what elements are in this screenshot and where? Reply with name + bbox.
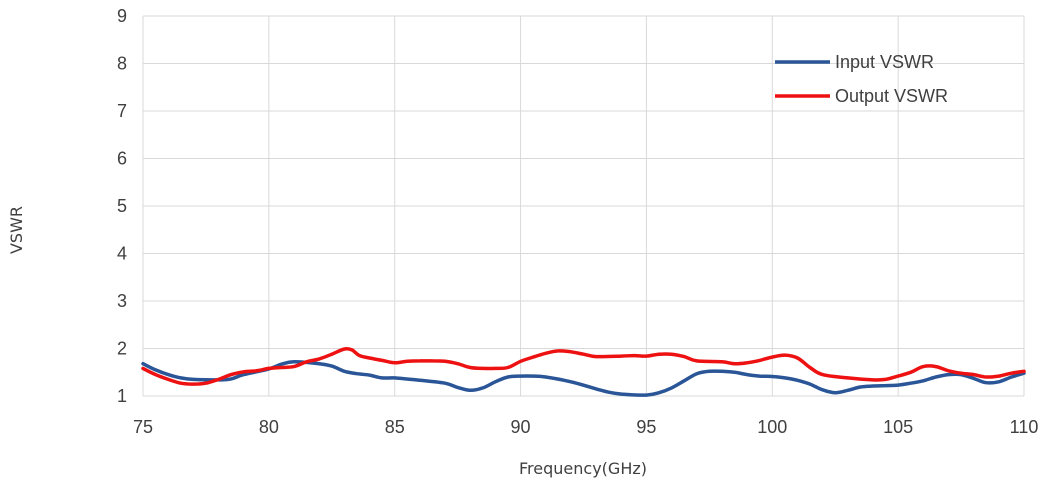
y-tick-label: 4 [117,244,127,264]
legend: Input VSWR Output VSWR [775,52,948,106]
y-tick-label: 8 [117,54,127,74]
x-axis-title: Frequency(GHz) [519,459,647,478]
y-tick-label: 6 [117,149,127,169]
series-lines [141,346,1026,397]
series-line-output-vswr [141,346,1026,386]
y-tick-label: 7 [117,101,127,121]
y-axis-title: VSWR [7,206,26,254]
x-tick-labels: 75 80 85 90 95 100 105 110 [133,417,1038,437]
x-tick-label: 80 [259,417,279,437]
legend-label: Output VSWR [835,86,948,106]
x-tick-label: 110 [1010,417,1039,437]
x-tick-label: 90 [511,417,531,437]
y-tick-labels: 1 2 3 4 5 6 7 8 9 [117,6,127,406]
x-tick-label: 100 [757,417,787,437]
y-tick-label: 3 [117,291,127,311]
series-line-input-vswr [141,360,1026,397]
legend-label: Input VSWR [835,52,934,72]
y-tick-label: 1 [117,386,127,406]
y-tick-label: 5 [117,196,127,216]
grid-lines [142,15,1025,397]
y-tick-label: 2 [117,339,127,359]
x-tick-label: 75 [133,417,153,437]
x-tick-label: 95 [636,417,656,437]
y-tick-label: 9 [117,6,127,26]
x-tick-label: 85 [385,417,405,437]
x-tick-label: 105 [883,417,913,437]
